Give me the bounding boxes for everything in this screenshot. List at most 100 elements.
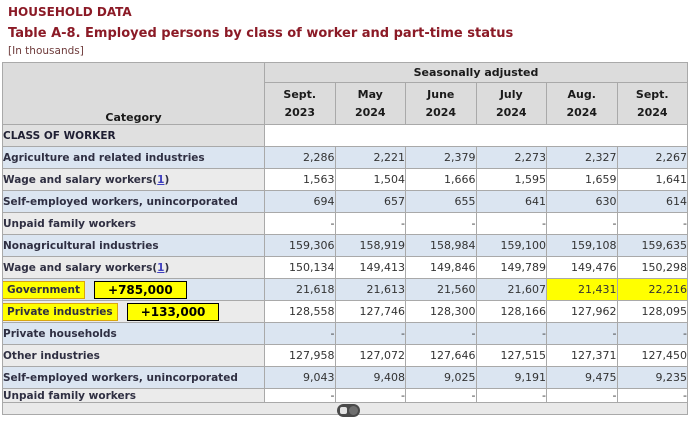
value-cell: 128,300: [405, 300, 477, 323]
row-label: Private households: [3, 327, 117, 340]
employed-persons-table: Category Seasonally adjusted Sept. 2023 Ma…: [2, 62, 688, 415]
value-cell: 150,298: [616, 256, 688, 279]
value-cell: 21,431: [546, 278, 618, 301]
value-cell: 2,286: [264, 146, 336, 169]
month-column-header: July 2024: [475, 82, 547, 125]
value-cell: 128,558: [264, 300, 336, 323]
units-note: [In thousands]: [8, 45, 84, 57]
value-cell: 159,100: [475, 234, 547, 257]
table-body: CLASS OF WORKER Agriculture and related i…: [2, 124, 688, 415]
value-cell: 641: [475, 190, 547, 213]
month-label: June: [427, 88, 455, 102]
table-row: CLASS OF WORKER: [2, 124, 688, 147]
month-label: Sept.: [283, 88, 317, 102]
table-row: Agriculture and related industries 2,286 2…: [2, 146, 688, 169]
value-cell: 630: [546, 190, 618, 213]
row-label: Unpaid family workers: [3, 389, 137, 402]
row-label: Self-employed workers, unincorporated: [3, 371, 238, 384]
value-cell: 159,306: [264, 234, 336, 257]
value-cell: -: [405, 212, 477, 235]
year-label: 2024: [636, 105, 668, 119]
value-cell: 127,646: [405, 344, 477, 367]
value-cell: -: [546, 388, 618, 403]
value-cell: 127,371: [546, 344, 618, 367]
table-row: Private industries +133,000 128,558 127,746…: [2, 300, 688, 323]
value-cell: 22,216: [616, 278, 688, 301]
value-cell: -: [334, 322, 406, 345]
row-label-cell: Other industries: [2, 344, 265, 367]
year-label: 2024: [566, 105, 598, 119]
table-row: Wage and salary workers(1) 1,563 1,504 1,66…: [2, 168, 688, 191]
month-label: Aug.: [567, 88, 596, 102]
month-header-row: Sept. 2023 May 2024 June 2024 July 2024 Aug. 2024…: [3, 82, 688, 125]
row-label-cell: Self-employed workers, unincorporated: [2, 366, 265, 389]
row-label-cell: Government +785,000: [2, 278, 265, 301]
value-cell: 128,095: [616, 300, 688, 323]
footnote-link[interactable]: 1: [157, 173, 165, 186]
table-row: Private households - - - - - -: [2, 322, 688, 345]
value-cell: -: [475, 212, 547, 235]
table-row: Wage and salary workers(1) 150,134 149,413…: [2, 256, 688, 279]
row-label-cell: Unpaid family workers: [2, 388, 265, 403]
section-row-spacer: [264, 124, 688, 147]
value-cell: -: [334, 388, 406, 403]
value-cell: 694: [264, 190, 336, 213]
row-label-cell: Self-employed workers, unincorporated: [2, 190, 265, 213]
section-row-label: CLASS OF WORKER: [2, 124, 265, 147]
month-column-header: May 2024: [334, 82, 406, 125]
row-label-cell: Unpaid family workers: [2, 212, 265, 235]
value-cell: 9,043: [264, 366, 336, 389]
table-row: Government +785,000 21,618 21,613 21,560 21,6…: [2, 278, 688, 301]
value-cell: 159,635: [616, 234, 688, 257]
value-cell: 127,962: [546, 300, 618, 323]
value-cell: -: [475, 388, 547, 403]
month-label: July: [499, 88, 523, 102]
value-cell: 2,273: [475, 146, 547, 169]
value-cell: 2,327: [546, 146, 618, 169]
row-label-cell: Nonagricultural industries: [2, 234, 265, 257]
value-cell: 614: [616, 190, 688, 213]
value-cell: 149,789: [475, 256, 547, 279]
value-cell: 127,450: [616, 344, 688, 367]
row-label: Wage and salary workers: [3, 173, 153, 186]
value-cell: 9,191: [475, 366, 547, 389]
year-label: 2024: [354, 105, 386, 119]
cursor-overlay-icon: [337, 404, 360, 417]
table-row: Self-employed workers, unincorporated 9,0…: [2, 366, 688, 389]
value-cell: 655: [405, 190, 477, 213]
row-label-cell: Wage and salary workers(1): [2, 168, 265, 191]
value-cell: 2,221: [334, 146, 406, 169]
yellow-label-highlight: Private industries: [3, 303, 117, 320]
row-label-cell: Wage and salary workers(1): [2, 256, 265, 279]
value-cell: 127,072: [334, 344, 406, 367]
value-cell: 657: [334, 190, 406, 213]
value-cell: 1,563: [264, 168, 336, 191]
month-column-header: June 2024: [405, 82, 477, 125]
value-cell: -: [616, 322, 688, 345]
table-row: Unpaid family workers - - - - - -: [2, 388, 688, 403]
value-cell: 149,846: [405, 256, 477, 279]
row-label-cell: Private industries +133,000: [2, 300, 265, 323]
value-cell: 149,476: [546, 256, 618, 279]
value-cell: 21,560: [405, 278, 477, 301]
value-cell: -: [264, 388, 336, 403]
value-cell: -: [264, 322, 336, 345]
value-cell: 21,607: [475, 278, 547, 301]
value-cell: 127,515: [475, 344, 547, 367]
footnote-link[interactable]: 1: [157, 261, 165, 274]
row-label: Nonagricultural industries: [3, 239, 159, 252]
value-cell: 149,413: [334, 256, 406, 279]
table-row: Nonagricultural industries 159,306 158,919…: [2, 234, 688, 257]
table-row: Other industries 127,958 127,072 127,646 127…: [2, 344, 688, 367]
month-column-header: Sept. 2024: [616, 82, 688, 125]
row-label: Wage and salary workers: [3, 261, 153, 274]
row-label: Government: [7, 283, 81, 296]
month-column-header: Sept. 2023: [264, 82, 336, 125]
row-label-cell: Private households: [2, 322, 265, 345]
year-label: 2024: [495, 105, 527, 119]
value-cell: 1,641: [616, 168, 688, 191]
row-label-cell: Agriculture and related industries: [2, 146, 265, 169]
value-cell: 9,025: [405, 366, 477, 389]
value-cell: -: [405, 388, 477, 403]
